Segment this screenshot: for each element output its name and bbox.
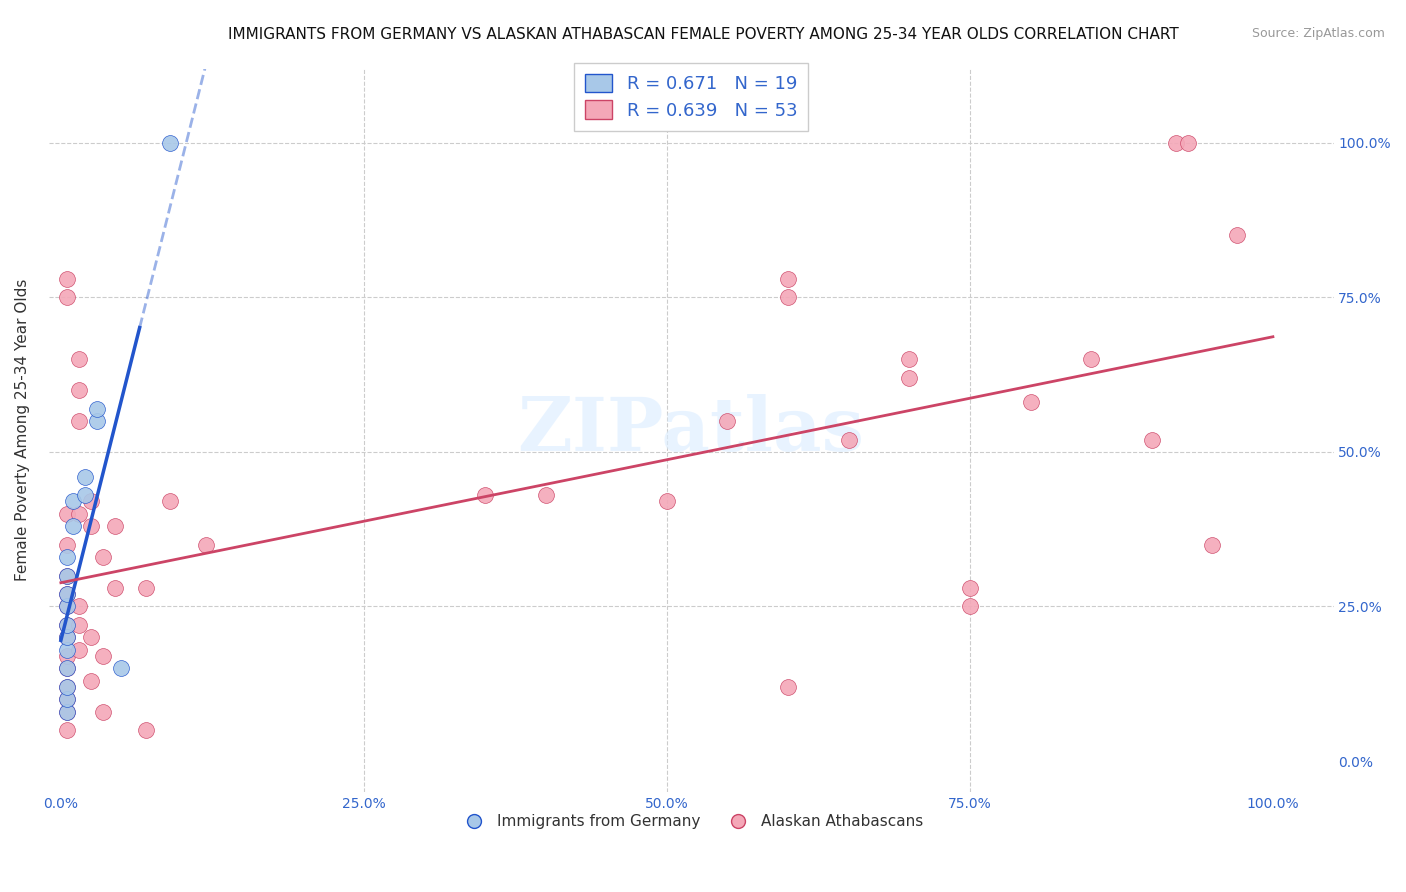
Text: ZIPatlas: ZIPatlas xyxy=(517,393,865,467)
Point xyxy=(56,549,79,564)
Point xyxy=(56,680,79,694)
Legend: Immigrants from Germany, Alaskan Athabascans: Immigrants from Germany, Alaskan Athabas… xyxy=(453,808,929,835)
Point xyxy=(91,705,114,719)
Point xyxy=(1201,538,1223,552)
Point xyxy=(56,587,79,601)
Point xyxy=(1225,228,1247,243)
Point xyxy=(56,618,79,632)
Point xyxy=(56,538,79,552)
Point xyxy=(56,568,79,582)
Point xyxy=(56,599,79,614)
Point xyxy=(56,661,79,675)
Point xyxy=(56,587,79,601)
Point xyxy=(56,680,79,694)
Point xyxy=(80,631,103,645)
Point xyxy=(56,648,79,663)
Point xyxy=(80,494,103,508)
Point xyxy=(716,414,738,428)
Point xyxy=(86,414,108,428)
Point xyxy=(1080,352,1102,367)
Point xyxy=(110,661,132,675)
Point xyxy=(67,414,90,428)
Point xyxy=(534,488,557,502)
Point xyxy=(56,631,79,645)
Point xyxy=(80,519,103,533)
Point xyxy=(1019,395,1042,409)
Point xyxy=(898,352,921,367)
Point xyxy=(56,618,79,632)
Point xyxy=(1177,136,1199,150)
Point xyxy=(135,723,157,738)
Point xyxy=(56,290,79,304)
Point xyxy=(62,494,84,508)
Point xyxy=(67,599,90,614)
Point xyxy=(91,648,114,663)
Point xyxy=(838,433,860,447)
Point xyxy=(56,692,79,706)
Point xyxy=(86,401,108,416)
Point xyxy=(474,488,496,502)
Point xyxy=(159,494,181,508)
Point xyxy=(67,507,90,521)
Point xyxy=(91,549,114,564)
Point xyxy=(104,519,127,533)
Point xyxy=(778,272,800,286)
Text: IMMIGRANTS FROM GERMANY VS ALASKAN ATHABASCAN FEMALE POVERTY AMONG 25-34 YEAR OL: IMMIGRANTS FROM GERMANY VS ALASKAN ATHAB… xyxy=(228,27,1178,42)
Point xyxy=(56,692,79,706)
Point xyxy=(80,673,103,688)
Point xyxy=(159,136,181,150)
Y-axis label: Female Poverty Among 25-34 Year Olds: Female Poverty Among 25-34 Year Olds xyxy=(15,279,30,582)
Point xyxy=(56,599,79,614)
Point xyxy=(56,507,79,521)
Point xyxy=(56,631,79,645)
Point xyxy=(1164,136,1187,150)
Point xyxy=(959,599,981,614)
Point xyxy=(75,488,97,502)
Point xyxy=(75,469,97,483)
Point xyxy=(104,581,127,595)
Point xyxy=(56,642,79,657)
Point xyxy=(898,370,921,384)
Point xyxy=(62,519,84,533)
Point xyxy=(56,723,79,738)
Point xyxy=(778,290,800,304)
Point xyxy=(135,581,157,595)
Point xyxy=(67,642,90,657)
Point xyxy=(67,383,90,397)
Point xyxy=(56,705,79,719)
Point xyxy=(56,568,79,582)
Point xyxy=(195,538,218,552)
Point xyxy=(959,581,981,595)
Point xyxy=(778,680,800,694)
Point xyxy=(67,352,90,367)
Text: Source: ZipAtlas.com: Source: ZipAtlas.com xyxy=(1251,27,1385,40)
Point xyxy=(56,661,79,675)
Point xyxy=(56,705,79,719)
Point xyxy=(67,618,90,632)
Point xyxy=(56,272,79,286)
Point xyxy=(655,494,678,508)
Point xyxy=(1140,433,1163,447)
